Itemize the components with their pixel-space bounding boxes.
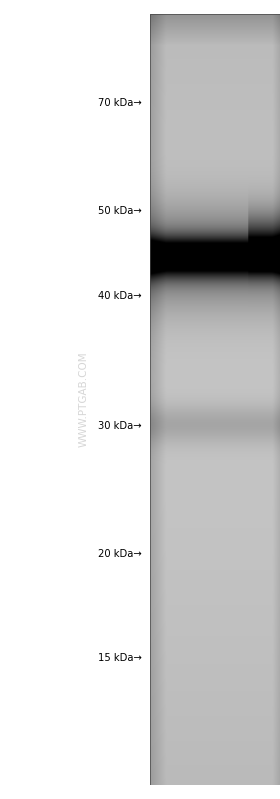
Text: 30 kDa→: 30 kDa→	[98, 421, 141, 431]
Text: WWW.PTGAB.COM: WWW.PTGAB.COM	[79, 352, 89, 447]
Text: 50 kDa→: 50 kDa→	[98, 206, 141, 216]
Text: 40 kDa→: 40 kDa→	[98, 291, 141, 300]
Text: 20 kDa→: 20 kDa→	[98, 549, 141, 559]
Text: 70 kDa→: 70 kDa→	[98, 98, 141, 108]
Text: 15 kDa→: 15 kDa→	[97, 654, 141, 663]
